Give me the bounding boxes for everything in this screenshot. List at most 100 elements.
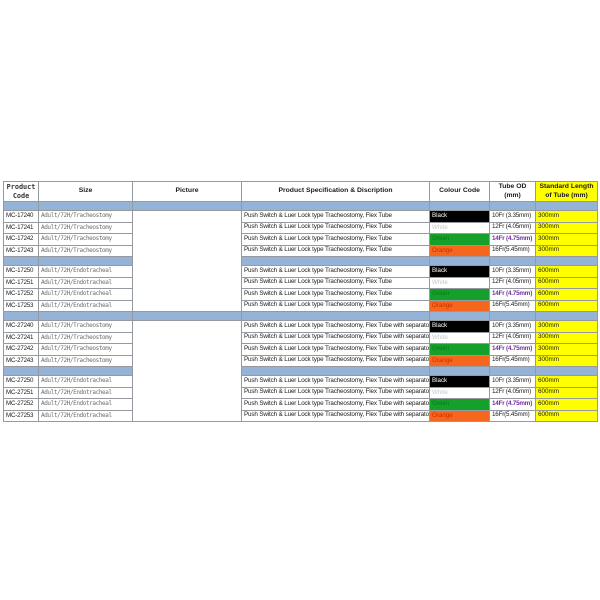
table-row: MC-27250 Adult/72H/Endotracheal Push Swi… [3, 375, 598, 388]
spacer-cell [489, 311, 536, 321]
spec-cell: Push Switch & Luer Lock type Tracheostom… [241, 221, 430, 234]
product-code-cell: MC-17240 [3, 210, 39, 223]
spec-cell: Push Switch & Luer Lock type Tracheostom… [241, 276, 430, 289]
tube-od-cell: 16Fr(5.45mm) [489, 409, 536, 422]
length-cell: 600mm [535, 398, 598, 411]
tube-od-cell: 14Fr (4.75mm) [489, 288, 536, 301]
product-code-cell: MC-17253 [3, 299, 39, 312]
colour-code-cell: Green [429, 398, 490, 411]
size-cell: Adult/72H/Endotracheal [38, 386, 133, 399]
product-code-cell: MC-17242 [3, 233, 39, 246]
size-cell: Adult/72H/Endotracheal [38, 288, 133, 301]
spacer-cell [132, 311, 242, 321]
colour-code-cell: Black [429, 320, 490, 333]
length-cell: 600mm [535, 265, 598, 278]
tube-od-cell: 10Fr (3.35mm) [489, 265, 536, 278]
spacer-cell [535, 256, 598, 266]
table-row: MC-27242 Adult/72H/Tracheostomy Push Swi… [3, 343, 598, 356]
colour-code-cell: Orange [429, 354, 490, 367]
spacer-cell [38, 201, 133, 211]
spec-cell: Push Switch & Luer Lock type Tracheostom… [241, 210, 430, 223]
size-cell: Adult/72H/Endotracheal [38, 398, 133, 411]
length-cell: 600mm [535, 299, 598, 312]
spec-cell: Push Switch & Luer Lock type Tracheostom… [241, 244, 430, 257]
header-tube-od: Tube OD (mm) [489, 181, 536, 202]
spec-cell: Push Switch & Luer Lock type Tracheostom… [241, 398, 430, 411]
header-spec: Product Specification & Discription [241, 181, 430, 202]
size-cell: Adult/72H/Endotracheal [38, 409, 133, 422]
tube-od-cell: 16Fr(5.45mm) [489, 354, 536, 367]
table-row: MC-17251 Adult/72H/Endotracheal Push Swi… [3, 276, 598, 289]
spacer-cell [429, 201, 490, 211]
size-cell: Adult/72H/Tracheostomy [38, 354, 133, 367]
colour-code-cell: Black [429, 375, 490, 388]
colour-code-cell: White [429, 386, 490, 399]
table-row: MC-27241 Adult/72H/Tracheostomy Push Swi… [3, 331, 598, 344]
tube-od-cell: 10Fr (3.35mm) [489, 320, 536, 333]
product-code-cell: MC-17241 [3, 221, 39, 234]
product-code-cell: MC-27250 [3, 375, 39, 388]
table-row: MC-17242 Adult/72H/Tracheostomy Push Swi… [3, 233, 598, 246]
length-cell: 300mm [535, 210, 598, 223]
size-cell: Adult/72H/Tracheostomy [38, 210, 133, 223]
product-code-cell: MC-17250 [3, 265, 39, 278]
table-row: MC-27251 Adult/72H/Endotracheal Push Swi… [3, 386, 598, 399]
spacer-cell [489, 201, 536, 211]
spec-cell: Push Switch & Luer Lock type Tracheostom… [241, 265, 430, 278]
spacer-cell [241, 311, 430, 321]
product-code-cell: MC-17243 [3, 244, 39, 257]
tube-od-cell: 16Fr(5.45mm) [489, 244, 536, 257]
spacer-cell [489, 366, 536, 376]
table-header-row: Product Code Size Picture Product Specif… [3, 181, 598, 202]
size-cell: Adult/72H/Endotracheal [38, 299, 133, 312]
spec-cell: Push Switch & Luer Lock type Tracheostom… [241, 375, 430, 388]
length-cell: 300mm [535, 244, 598, 257]
spacer-cell [429, 256, 490, 266]
product-code-cell: MC-17252 [3, 288, 39, 301]
spacer-cell [38, 311, 133, 321]
spacer-row [3, 311, 598, 321]
product-code-cell: MC-27253 [3, 409, 39, 422]
product-code-cell: MC-27243 [3, 354, 39, 367]
spacer-cell [3, 311, 39, 321]
product-spec-table: Product Code Size Picture Product Specif… [3, 181, 598, 422]
colour-code-cell: Green [429, 288, 490, 301]
table-row: MC-27252 Adult/72H/Endotracheal Push Swi… [3, 398, 598, 411]
spec-cell: Push Switch & Luer Lock type Tracheostom… [241, 320, 430, 333]
spacer-cell [38, 256, 133, 266]
colour-code-cell: Black [429, 265, 490, 278]
colour-code-cell: Orange [429, 409, 490, 422]
spacer-cell [38, 366, 133, 376]
table-row: MC-17252 Adult/72H/Endotracheal Push Swi… [3, 288, 598, 301]
colour-code-cell: Orange [429, 244, 490, 257]
tube-od-cell: 12Fr (4.05mm) [489, 221, 536, 234]
picture-cell: Lshape clear white cap with separator [132, 320, 242, 422]
header-standard-length: Standard Length of Tube (mm) [535, 181, 598, 202]
spacer-cell [3, 256, 39, 266]
header-size: Size [38, 181, 133, 202]
length-cell: 300mm [535, 331, 598, 344]
size-cell: Adult/72H/Endotracheal [38, 276, 133, 289]
spacer-cell [3, 366, 39, 376]
picture-cell: Lshape blue cap [132, 210, 242, 312]
header-product-code: Product Code [3, 181, 39, 202]
header-picture: Picture [132, 181, 242, 202]
product-spec-table-container: Product Code Size Picture Product Specif… [3, 181, 598, 422]
tube-od-cell: 14Fr (4.75mm) [489, 343, 536, 356]
spacer-cell [535, 201, 598, 211]
product-code-cell: MC-27252 [3, 398, 39, 411]
tube-od-cell: 12Fr (4.05mm) [489, 276, 536, 289]
spacer-cell [489, 256, 536, 266]
size-cell: Adult/72H/Endotracheal [38, 265, 133, 278]
length-cell: 300mm [535, 343, 598, 356]
colour-code-cell: White [429, 221, 490, 234]
size-cell: Adult/72H/Tracheostomy [38, 331, 133, 344]
product-code-cell: MC-27251 [3, 386, 39, 399]
spec-cell: Push Switch & Luer Lock type Tracheostom… [241, 354, 430, 367]
spacer-cell [535, 366, 598, 376]
spacer-cell [429, 366, 490, 376]
colour-code-cell: Orange [429, 299, 490, 312]
spacer-cell [241, 201, 430, 211]
spacer-cell [132, 201, 242, 211]
